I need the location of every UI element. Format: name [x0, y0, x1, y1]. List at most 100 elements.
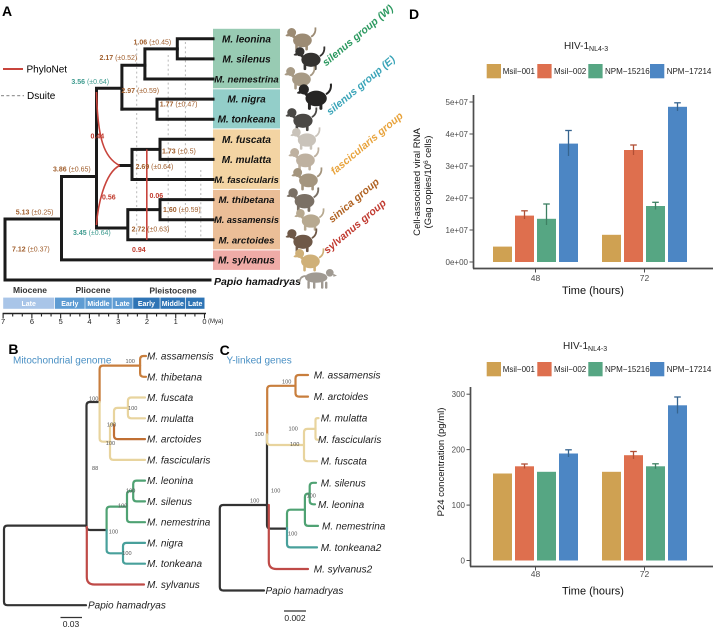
svg-text:M. sylvanus2: M. sylvanus2	[314, 565, 373, 576]
svg-text:100: 100	[128, 406, 137, 412]
svg-text:7.12 (±0.37): 7.12 (±0.37)	[12, 247, 50, 254]
svg-text:Early: Early	[138, 301, 155, 308]
svg-text:0e+00: 0e+00	[446, 258, 469, 267]
svg-text:M. arctoides: M. arctoides	[314, 392, 368, 403]
svg-text:1.60 (±0.59): 1.60 (±0.59)	[163, 207, 201, 214]
svg-text:Time (hours): Time (hours)	[562, 285, 624, 297]
svg-text:100: 100	[290, 442, 299, 448]
svg-text:Cell-associated viral RNA: Cell-associated viral RNA	[412, 127, 423, 235]
svg-text:silenus group (E): silenus group (E)	[324, 53, 398, 118]
svg-text:HIV-1NL4-3: HIV-1NL4-3	[563, 341, 607, 353]
svg-text:300: 300	[452, 390, 466, 399]
svg-text:M. leonina: M. leonina	[222, 34, 271, 45]
svg-text:M. tonkeana2: M. tonkeana2	[321, 543, 382, 554]
svg-text:100: 100	[250, 499, 259, 505]
svg-text:100: 100	[307, 494, 316, 500]
svg-text:Middle: Middle	[87, 301, 109, 308]
svg-text:100: 100	[89, 397, 98, 403]
svg-text:100: 100	[452, 501, 466, 510]
svg-text:Msil−001: Msil−001	[503, 67, 536, 76]
svg-text:M. fuscata: M. fuscata	[222, 135, 271, 146]
svg-text:7: 7	[1, 317, 5, 326]
svg-text:Late: Late	[188, 301, 203, 308]
svg-text:100: 100	[126, 359, 135, 365]
svg-text:100: 100	[271, 489, 280, 495]
svg-text:4: 4	[87, 317, 91, 326]
svg-text:A: A	[2, 3, 12, 19]
svg-text:0.06: 0.06	[150, 193, 164, 200]
svg-text:Msil−002: Msil−002	[554, 365, 587, 374]
svg-text:2.17 (±0.52): 2.17 (±0.52)	[100, 55, 138, 62]
svg-text:0.56: 0.56	[102, 195, 116, 202]
svg-text:M. arctoides: M. arctoides	[147, 435, 201, 446]
svg-text:B: B	[8, 341, 18, 357]
svg-text:3.56 (±0.64): 3.56 (±0.64)	[71, 79, 109, 86]
svg-text:M. leonina: M. leonina	[318, 500, 365, 511]
svg-text:M. nigra: M. nigra	[147, 538, 184, 549]
svg-text:Msil−001: Msil−001	[503, 365, 536, 374]
svg-text:100: 100	[126, 489, 135, 495]
svg-text:Pliocene: Pliocene	[76, 285, 111, 295]
svg-text:100: 100	[109, 530, 118, 536]
svg-text:M. mulatta: M. mulatta	[321, 414, 368, 425]
svg-text:0: 0	[202, 317, 206, 326]
svg-text:M. thibetana: M. thibetana	[147, 372, 202, 383]
svg-text:Papio hamadryas: Papio hamadryas	[214, 276, 301, 288]
svg-text:1.06 (±0.45): 1.06 (±0.45)	[134, 40, 172, 47]
svg-text:100: 100	[288, 532, 297, 538]
svg-text:fascicularis group: fascicularis group	[329, 110, 406, 178]
svg-text:Papio hamadryas: Papio hamadryas	[266, 586, 344, 597]
svg-text:NPM−17214: NPM−17214	[667, 67, 712, 76]
svg-text:100: 100	[282, 380, 291, 386]
svg-text:M. sylvanus: M. sylvanus	[147, 580, 200, 591]
svg-text:M. leonina: M. leonina	[147, 476, 194, 487]
svg-text:3.45 (±0.64): 3.45 (±0.64)	[73, 230, 111, 237]
svg-text:M. fascicularis: M. fascicularis	[318, 435, 381, 446]
svg-text:0: 0	[461, 557, 466, 566]
svg-text:3.86 (±0.65): 3.86 (±0.65)	[53, 166, 91, 173]
svg-text:3e+07: 3e+07	[446, 162, 469, 171]
svg-text:5e+07: 5e+07	[446, 98, 469, 107]
svg-text:72: 72	[640, 273, 650, 283]
svg-text:D: D	[409, 6, 419, 22]
svg-text:M. assamensis: M. assamensis	[214, 215, 279, 225]
svg-text:Msil−002: Msil−002	[554, 67, 587, 76]
svg-text:NPM−17214: NPM−17214	[667, 365, 712, 374]
svg-text:M. fascicularis: M. fascicularis	[147, 455, 210, 466]
svg-text:2: 2	[145, 317, 149, 326]
svg-text:5: 5	[59, 317, 63, 326]
svg-text:(Gag copies/106 cells): (Gag copies/106 cells)	[423, 136, 434, 229]
svg-text:100: 100	[118, 504, 127, 510]
svg-text:4e+07: 4e+07	[446, 130, 469, 139]
svg-text:1: 1	[174, 317, 178, 326]
svg-text:200: 200	[452, 446, 466, 455]
svg-text:C: C	[220, 342, 230, 358]
svg-text:1e+07: 1e+07	[446, 226, 469, 235]
svg-text:100: 100	[106, 441, 115, 447]
svg-text:M. silenus: M. silenus	[222, 54, 271, 65]
svg-text:48: 48	[531, 569, 541, 579]
svg-text:M. fascicularis: M. fascicularis	[214, 174, 279, 185]
svg-text:Early: Early	[61, 301, 78, 308]
svg-text:Pleistocene: Pleistocene	[149, 286, 197, 296]
svg-text:48: 48	[531, 273, 541, 283]
svg-text:P24 concentration (pg/ml): P24 concentration (pg/ml)	[436, 408, 447, 517]
svg-text:M. assamensis: M. assamensis	[147, 352, 214, 363]
svg-text:0.44: 0.44	[91, 134, 105, 141]
svg-text:100: 100	[122, 551, 131, 557]
svg-text:Papio hamadryas: Papio hamadryas	[88, 601, 166, 612]
svg-text:2.69 (±0.64): 2.69 (±0.64)	[136, 164, 174, 171]
svg-text:M. fuscata: M. fuscata	[321, 457, 368, 468]
svg-text:M. tonkeana: M. tonkeana	[147, 559, 202, 570]
svg-text:0.94: 0.94	[132, 247, 146, 254]
svg-text:72: 72	[640, 569, 650, 579]
svg-text:(Mya): (Mya)	[208, 319, 223, 325]
svg-text:100: 100	[255, 432, 264, 438]
svg-text:1.73 (±0.5): 1.73 (±0.5)	[162, 148, 196, 155]
svg-text:M. thibetana: M. thibetana	[219, 195, 276, 206]
svg-text:M. arctoides: M. arctoides	[219, 235, 275, 246]
svg-text:M. mulatta: M. mulatta	[222, 155, 272, 166]
svg-text:M. nemestrina: M. nemestrina	[147, 518, 211, 529]
svg-text:1.77 (±0.47): 1.77 (±0.47)	[160, 102, 198, 109]
svg-text:NPM−15216: NPM−15216	[605, 365, 650, 374]
